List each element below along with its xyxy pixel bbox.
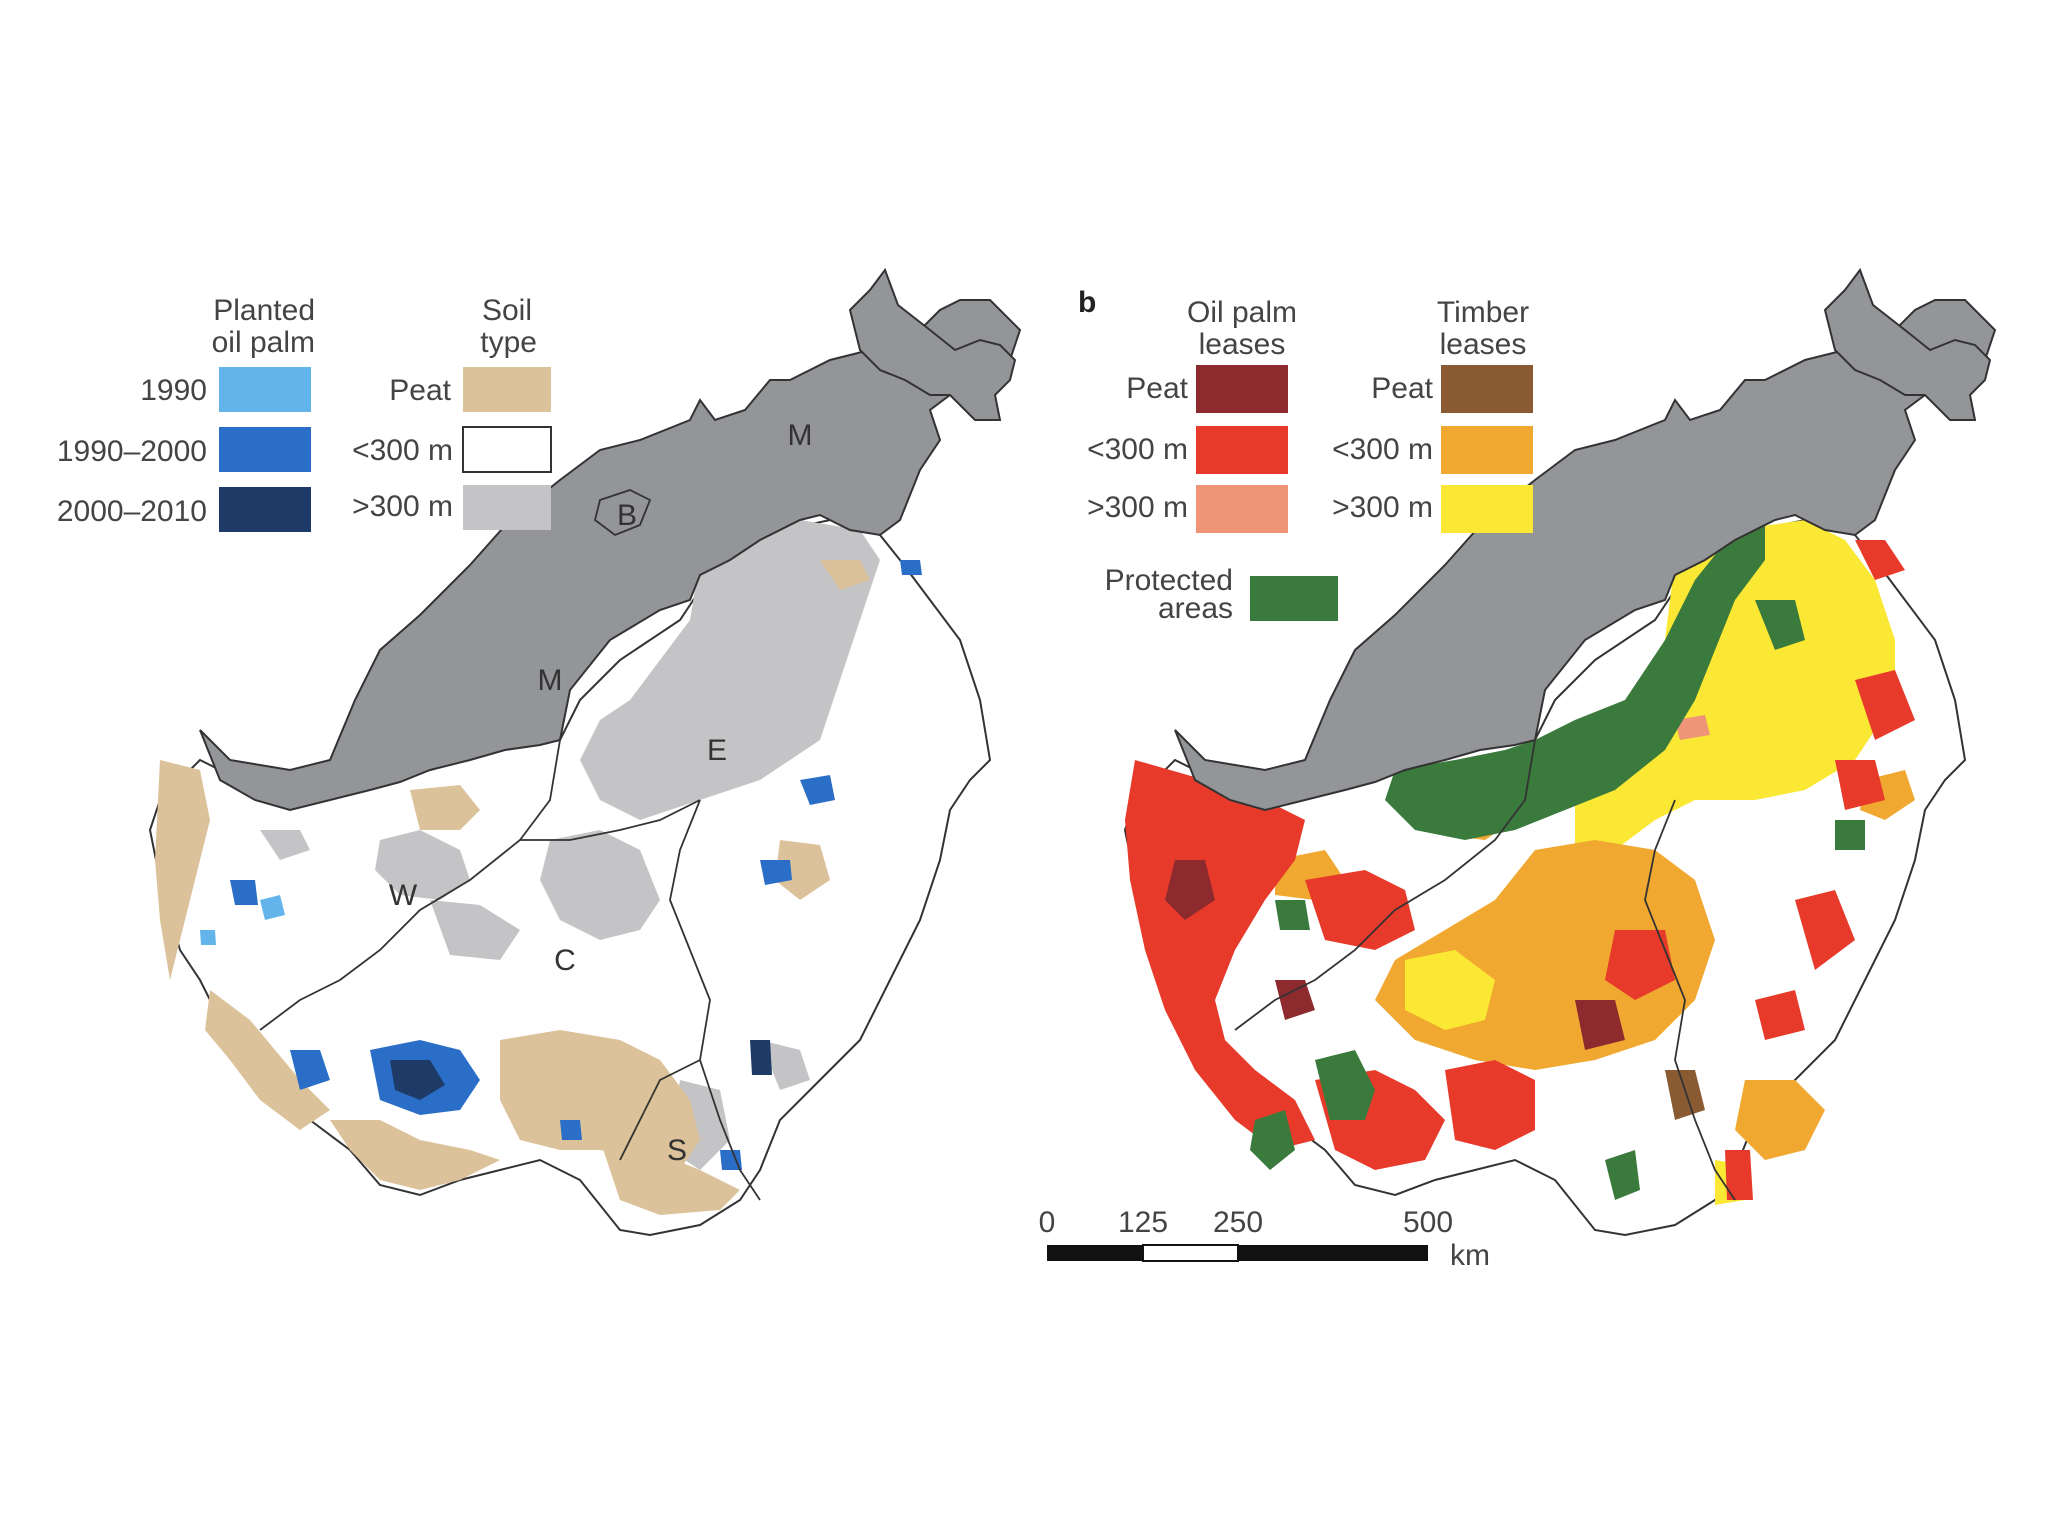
legend-swatch-gt300 — [463, 485, 551, 530]
scale-tick-125: 125 — [1118, 1206, 1168, 1239]
legend-planted-oil-palm: Planted oil palm 1990 1990–2000 2000–201… — [57, 294, 315, 532]
legend-oil-palm-leases: Oil palm leases Peat <300 m >300 m — [1087, 296, 1297, 533]
legend-title-line2: oil palm — [212, 326, 315, 359]
legend-swatch-1990-2000 — [219, 427, 311, 472]
legend-swatch-timber-lt300 — [1441, 426, 1533, 474]
legend-title-line1: Soil — [482, 294, 532, 327]
legend-label-lt300: <300 m — [352, 434, 453, 467]
legend-label-gt300: >300 m — [352, 490, 453, 523]
oil-palm-patches — [200, 560, 922, 1170]
legend-title-line1: Timber — [1437, 296, 1529, 329]
province-borders — [259, 739, 761, 1201]
protected-areas — [1250, 520, 1865, 1200]
brunei-outline — [593, 489, 652, 537]
panel-b-map — [1124, 269, 1996, 1236]
legend-soil-type: Soil type Peat <300 m >300 m — [352, 294, 552, 530]
legend-swatch-2000-2010 — [219, 487, 311, 532]
legend-swatch-protected — [1250, 576, 1338, 621]
legend-timber-leases: Timber leases Peat <300 m >300 m — [1332, 296, 1533, 533]
scale-tick-500: 500 — [1403, 1206, 1453, 1239]
legend-swatch-oil-lt300 — [1196, 426, 1288, 474]
legend-label-peat: Peat — [389, 374, 451, 407]
peat-areas — [155, 560, 870, 1215]
scale-segment-3 — [1238, 1245, 1428, 1261]
legend-label-peat: Peat — [1126, 372, 1188, 405]
legend-swatch-1990 — [219, 367, 311, 412]
legend-title-line2: leases — [1199, 328, 1286, 361]
legend-label-lt300: <300 m — [1332, 433, 1433, 466]
legend-title-line2: leases — [1440, 328, 1527, 361]
legend-title-line1: Oil palm — [1187, 296, 1297, 329]
province-borders — [1234, 739, 1736, 1201]
scale-tick-0: 0 — [1039, 1206, 1056, 1239]
region-label-brunei: B — [617, 499, 637, 532]
region-label-malaysia-west: M — [538, 664, 563, 697]
legend-swatch-timber-gt300 — [1441, 485, 1533, 533]
legend-swatch-oil-gt300 — [1196, 485, 1288, 533]
region-label-central: C — [554, 944, 576, 977]
scale-tick-250: 250 — [1213, 1206, 1263, 1239]
legend-swatch-lt300 — [462, 426, 552, 473]
panel-a: M B M E W C S Planted oil palm 1990 1990… — [57, 269, 1021, 1236]
legend-title-line1: Planted — [213, 294, 315, 327]
legend-protected-line1: Protected — [1105, 564, 1233, 597]
legend-label-gt300: >300 m — [1087, 491, 1188, 524]
scale-bar: 0 125 250 500 km — [1039, 1206, 1490, 1272]
panel-b: b — [1039, 269, 1996, 1272]
legend-label-lt300: <300 m — [1087, 433, 1188, 466]
legend-label-2000-2010: 2000–2010 — [57, 495, 207, 528]
panel-letter-b: b — [1078, 286, 1096, 319]
timber-lease-areas — [1275, 520, 1915, 1205]
region-label-east: E — [707, 734, 727, 767]
legend-swatch-peat — [463, 367, 551, 412]
legend-label-1990-2000: 1990–2000 — [57, 435, 207, 468]
scale-segment-2 — [1142, 1244, 1239, 1262]
legend-label-gt300: >300 m — [1332, 491, 1433, 524]
legend-protected-line2: areas — [1158, 592, 1233, 625]
panel-a-map: M B M E W C S — [149, 269, 1021, 1236]
legend-swatch-timber-peat — [1441, 365, 1533, 413]
legend-protected-areas: Protected areas — [1105, 564, 1338, 625]
highland-areas — [260, 520, 880, 1170]
legend-title-line2: type — [480, 326, 537, 359]
scale-unit: km — [1450, 1239, 1490, 1272]
legend-swatch-oil-peat — [1196, 365, 1288, 413]
oil-palm-lease-areas — [1125, 540, 1915, 1200]
region-label-west: W — [389, 879, 418, 912]
legend-label-1990: 1990 — [140, 374, 207, 407]
region-label-south: S — [667, 1134, 687, 1167]
scale-segment-1 — [1047, 1245, 1143, 1261]
region-label-malaysia-north: M — [788, 419, 813, 452]
legend-label-peat: Peat — [1371, 372, 1433, 405]
